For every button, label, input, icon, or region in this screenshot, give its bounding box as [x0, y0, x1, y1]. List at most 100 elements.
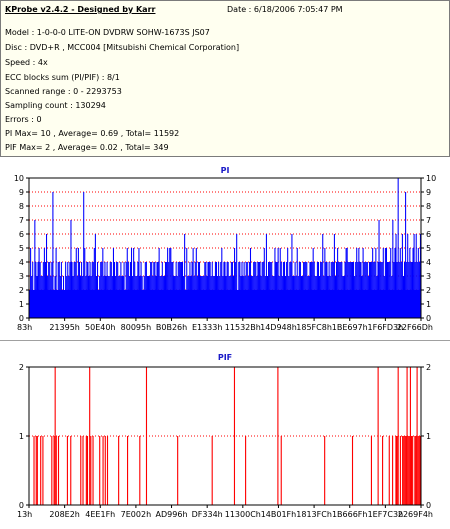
- bar: [123, 262, 125, 318]
- info-scanned-range: Scanned range : 0 - 2293753: [5, 87, 122, 96]
- bar: [185, 290, 187, 318]
- bar: [243, 262, 245, 318]
- bar: [358, 248, 360, 318]
- bar: [409, 367, 411, 505]
- bar: [304, 262, 306, 318]
- bar: [391, 276, 393, 318]
- bar: [135, 276, 137, 318]
- bar: [401, 234, 403, 318]
- bar: [116, 262, 118, 318]
- bar: [260, 276, 262, 318]
- bar: [56, 290, 58, 318]
- bar: [338, 262, 340, 318]
- bar: [155, 276, 157, 318]
- bar: [238, 262, 240, 318]
- bar: [241, 262, 243, 318]
- bar: [397, 367, 399, 505]
- bar: [257, 262, 259, 318]
- bar: [277, 248, 279, 318]
- y-tick-label-left: 0: [19, 501, 24, 510]
- bar: [383, 276, 385, 318]
- bar: [392, 436, 394, 505]
- bar: [278, 276, 280, 318]
- bar: [126, 248, 128, 318]
- bar: [414, 262, 416, 318]
- bar: [306, 262, 308, 318]
- bar: [343, 276, 345, 318]
- bar: [293, 276, 295, 318]
- bar: [342, 276, 344, 318]
- bar: [413, 234, 415, 318]
- plot-frame: [28, 366, 422, 506]
- bar: [62, 276, 65, 318]
- bar: [289, 262, 291, 318]
- bar: [385, 248, 388, 318]
- bar: [65, 262, 67, 318]
- bar: [180, 262, 182, 318]
- bar: [72, 276, 74, 318]
- bar: [213, 276, 215, 318]
- bar: [402, 436, 404, 505]
- y-tick-label-right: 7: [426, 216, 431, 225]
- plot-frame: [28, 177, 422, 319]
- bar: [82, 436, 84, 505]
- bar: [294, 262, 296, 318]
- bar: [176, 276, 178, 318]
- info-pif-stats: PIF Max= 2 , Average= 0.02 , Total= 349: [5, 143, 169, 152]
- bar: [178, 262, 180, 318]
- bar: [110, 262, 112, 318]
- bar: [300, 276, 303, 318]
- bar: [302, 276, 304, 318]
- bar: [179, 262, 181, 318]
- bar: [410, 262, 412, 318]
- bar: [75, 248, 77, 318]
- bar: [363, 262, 365, 318]
- bar: [245, 262, 247, 318]
- bar: [419, 234, 421, 318]
- bar: [382, 436, 384, 505]
- y-tick-label-right: 8: [426, 202, 431, 211]
- bar: [90, 436, 92, 505]
- bar: [214, 262, 216, 318]
- bar: [407, 234, 409, 318]
- bar: [92, 262, 94, 318]
- bar: [119, 276, 121, 318]
- bar: [197, 262, 199, 318]
- bar: [139, 436, 141, 505]
- y-tick-label-right: 0: [426, 314, 431, 323]
- bar: [223, 262, 225, 318]
- bar: [189, 262, 191, 318]
- app-title: KProbe v2.4.2 - Designed by Karr: [5, 5, 156, 14]
- bar: [31, 276, 33, 318]
- bar: [368, 262, 371, 318]
- bar: [37, 262, 39, 318]
- bar: [256, 276, 258, 318]
- bar: [246, 262, 248, 318]
- bar: [191, 262, 193, 318]
- bar: [193, 276, 195, 318]
- bar: [118, 276, 120, 318]
- bar: [54, 367, 56, 505]
- bar: [52, 192, 54, 318]
- bar: [108, 276, 110, 318]
- bar: [222, 276, 224, 318]
- y-tick-label-left: 5: [19, 244, 24, 253]
- info-ecc-blocks: ECC blocks sum (PI/PIF) : 8/1: [5, 73, 120, 82]
- bar: [287, 248, 289, 318]
- bar: [419, 436, 421, 505]
- bar: [252, 276, 254, 318]
- bar: [195, 248, 197, 318]
- bar: [405, 192, 407, 318]
- bar: [204, 262, 206, 318]
- bar: [398, 262, 400, 318]
- bar: [232, 276, 235, 318]
- bar: [86, 436, 89, 505]
- x-tick-label: 1F6FD3h: [368, 323, 404, 332]
- bar: [173, 276, 175, 318]
- chart-title: PI: [221, 166, 230, 175]
- bar: [164, 262, 167, 318]
- bar: [276, 262, 278, 318]
- bar: [288, 276, 290, 318]
- bar: [244, 276, 246, 318]
- x-tick-label: B0B26h: [156, 323, 187, 332]
